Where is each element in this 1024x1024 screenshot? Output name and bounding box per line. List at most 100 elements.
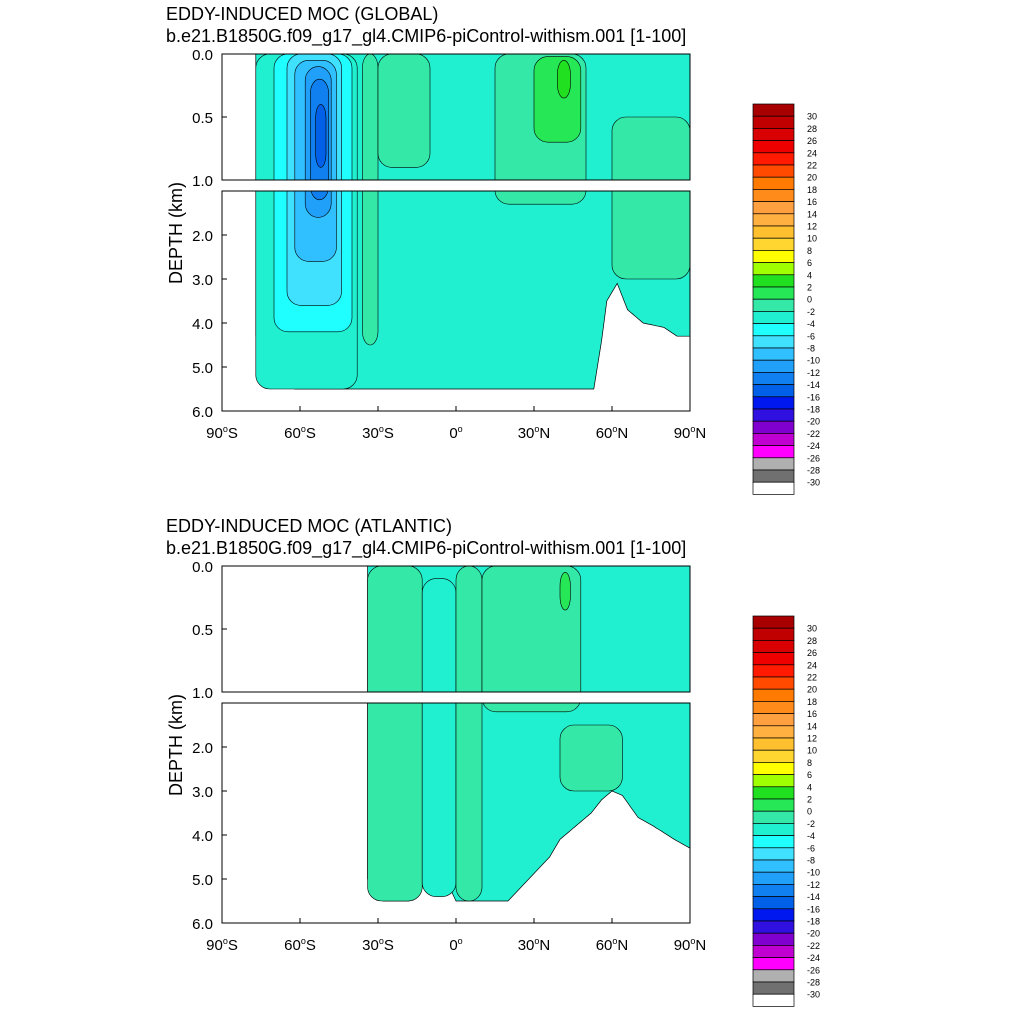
x-tick-label: 60oS <box>284 936 316 954</box>
colorbar-label: 10 <box>807 746 817 756</box>
colorbar-label: -22 <box>807 429 820 439</box>
x-tick-degree: o <box>612 936 617 946</box>
colorbar-box-21 <box>752 359 795 373</box>
x-tick-number: 30 <box>362 937 379 954</box>
colorbar-label: 26 <box>807 648 817 658</box>
contour-region-9 <box>494 191 587 205</box>
colorbar-label: 12 <box>807 734 817 744</box>
contour-region-4 <box>559 571 571 611</box>
x-tick-hemisphere: N <box>617 937 628 954</box>
colorbar-box-4 <box>752 664 795 678</box>
colorbar-label: -30 <box>807 990 820 1000</box>
x-tick-label: 30oS <box>362 936 394 954</box>
y-tick-label: 5.0 <box>192 360 213 377</box>
contour-region-7 <box>362 191 379 346</box>
colorbar-label: 18 <box>807 185 817 195</box>
colorbar-box-1 <box>752 115 795 129</box>
x-tick-label: 30oN <box>518 424 551 442</box>
colorbar-box-23 <box>752 896 795 910</box>
section-lower <box>367 703 690 902</box>
x-tick-number: 0 <box>449 937 457 954</box>
colorbar-label: 14 <box>807 209 817 219</box>
colorbar-box-13 <box>752 262 795 276</box>
colorbar-box-31 <box>752 481 795 495</box>
colorbar-label: 24 <box>807 660 817 670</box>
x-tick-hemisphere: S <box>228 425 238 442</box>
x-tick-degree: o <box>690 424 695 434</box>
colorbar-label: 2 <box>807 283 812 293</box>
colorbar-box-10 <box>752 225 795 239</box>
colorbar-label: -28 <box>807 978 820 988</box>
y-axis-label: DEPTH (km) <box>166 182 186 284</box>
y-tick-label: 1.0 <box>192 173 213 190</box>
colorbar-label: 30 <box>807 624 817 634</box>
x-tick-number: 30 <box>518 937 535 954</box>
colorbar-box-16 <box>752 810 795 824</box>
section-lower <box>255 191 690 390</box>
colorbar-box-20 <box>752 859 795 873</box>
colorbar-label: 0 <box>807 295 812 305</box>
atlantic-moc-panel: EDDY-INDUCED MOC (ATLANTIC) b.e21.B1850G… <box>0 512 1024 1024</box>
colorbar-box-8 <box>752 713 795 727</box>
colorbar-label: 20 <box>807 173 817 183</box>
colorbar-label: -4 <box>807 831 815 841</box>
x-tick-degree: o <box>612 424 617 434</box>
y-tick-label: 5.0 <box>192 872 213 889</box>
colorbar-label: 22 <box>807 161 817 171</box>
colorbar-label: -8 <box>807 344 815 354</box>
colorbar-box-29 <box>752 457 795 471</box>
colorbar-box-1 <box>752 627 795 641</box>
x-tick-number: 30 <box>518 425 535 442</box>
colorbar-label: -24 <box>807 953 820 963</box>
x-tick-hemisphere: N <box>617 425 628 442</box>
y-tick-label: 1.0 <box>192 685 213 702</box>
colorbar-label: 4 <box>807 782 812 792</box>
y-tick-label: 0.5 <box>192 110 213 127</box>
colorbar-box-12 <box>752 250 795 263</box>
colorbar-label: -4 <box>807 319 815 329</box>
colorbar-box-21 <box>752 871 795 885</box>
colorbar-box-3 <box>752 652 795 666</box>
colorbar-box-13 <box>752 774 795 788</box>
colorbar-box-27 <box>752 945 795 958</box>
colorbar-label: 26 <box>807 136 817 146</box>
x-tick-hemisphere: S <box>384 425 394 442</box>
x-tick-number: 90 <box>206 937 223 954</box>
x-tick-label: 30oN <box>518 936 551 954</box>
chart-subtitle: b.e21.B1850G.f09_g17_gl4.CMIP6-piControl… <box>166 26 687 46</box>
colorbar-box-24 <box>752 908 795 922</box>
x-tick-number: 90 <box>674 937 691 954</box>
colorbar-label: -12 <box>807 880 820 890</box>
x-tick-degree: o <box>223 424 228 434</box>
colorbar-box-12 <box>752 762 795 775</box>
contour-region-0 <box>367 566 423 692</box>
colorbar-label: 24 <box>807 148 817 158</box>
colorbar-box-23 <box>752 384 795 398</box>
colorbar-box-4 <box>752 152 795 166</box>
x-tick-hemisphere: S <box>384 937 394 954</box>
colorbar-box-20 <box>752 347 795 361</box>
colorbar-box-17 <box>752 823 795 836</box>
colorbar-label: 16 <box>807 197 817 207</box>
colorbar-box-5 <box>752 164 795 178</box>
x-tick-degree: o <box>534 936 539 946</box>
colorbar-box-22 <box>752 884 795 897</box>
x-tick-label: 30oS <box>362 424 394 442</box>
contour-region-10 <box>533 56 582 143</box>
colorbar-label: -10 <box>807 868 820 878</box>
colorbar-box-30 <box>752 469 795 483</box>
y-tick-label: 6.0 <box>192 404 213 421</box>
colorbar-label: -26 <box>807 453 820 463</box>
colorbar-box-26 <box>752 932 795 946</box>
colorbar-label: -14 <box>807 892 820 902</box>
contour-region-12 <box>611 191 690 280</box>
colorbar-label: -6 <box>807 331 815 341</box>
colorbar-label: 2 <box>807 795 812 805</box>
x-tick-number: 90 <box>674 425 691 442</box>
colorbar-box-29 <box>752 969 795 983</box>
colorbar-box-0 <box>752 103 795 117</box>
section-upper <box>367 566 690 692</box>
colorbar-label: -10 <box>807 356 820 366</box>
contour-region-7 <box>362 54 379 180</box>
x-tick-degree: o <box>223 936 228 946</box>
